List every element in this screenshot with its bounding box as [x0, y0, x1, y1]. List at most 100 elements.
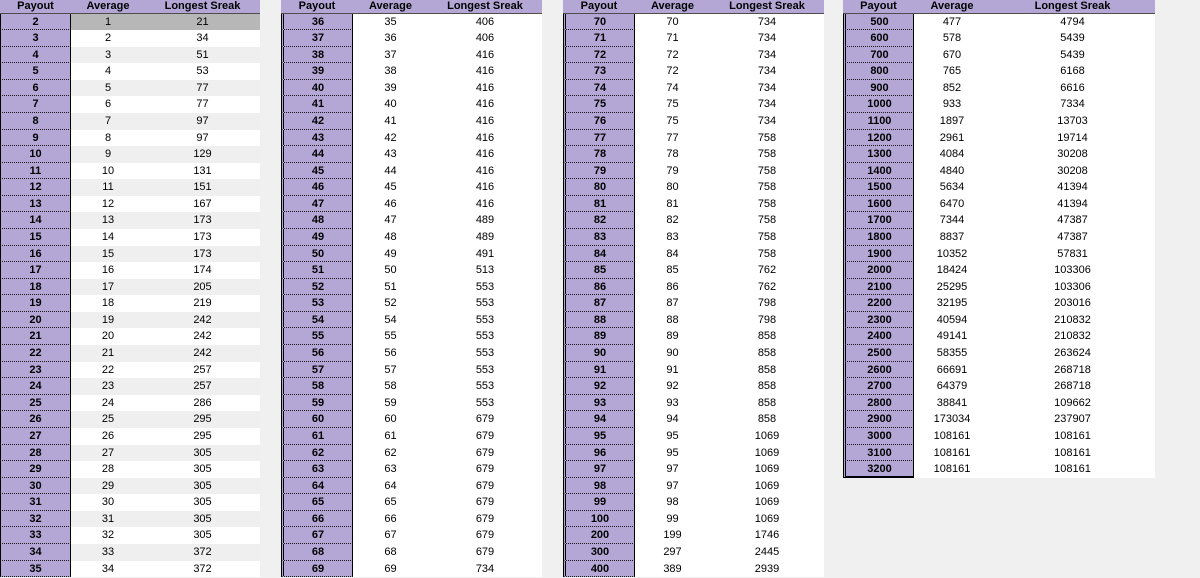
longest-streak-cell[interactable]: 19714	[1057, 131, 1088, 144]
payout-cell[interactable]: 2200	[843, 295, 914, 312]
payout-cell[interactable]: 73	[563, 63, 635, 80]
average-cell[interactable]: 98	[666, 496, 679, 509]
longest-streak-cell[interactable]: 1069	[754, 446, 780, 459]
average-cell[interactable]: 173034	[933, 413, 971, 426]
average-cell[interactable]: 89	[666, 330, 679, 343]
payout-cell[interactable]: 32	[0, 510, 71, 528]
longest-streak-cell[interactable]: 6616	[1060, 81, 1085, 94]
average-cell[interactable]: 92	[666, 380, 679, 393]
payout-cell[interactable]: 21	[0, 328, 71, 346]
longest-streak-cell[interactable]: 553	[475, 330, 495, 343]
longest-streak-cell[interactable]: 2445	[754, 546, 780, 558]
longest-streak-cell[interactable]: 1069	[754, 429, 780, 442]
longest-streak-cell[interactable]: 758	[757, 164, 777, 177]
payout-cell[interactable]: 70	[563, 13, 635, 31]
average-cell[interactable]: 94	[666, 413, 679, 426]
payout-cell[interactable]: 1700	[843, 212, 914, 230]
payout-cell[interactable]: 55	[281, 328, 353, 346]
longest-streak-cell[interactable]: 6168	[1060, 65, 1085, 78]
payout-cell[interactable]: 62	[281, 444, 353, 462]
average-cell[interactable]: 199	[663, 529, 682, 542]
payout-cell[interactable]: 2600	[843, 361, 914, 379]
average-cell[interactable]: 65	[384, 496, 397, 509]
average-cell[interactable]: 55	[384, 330, 397, 343]
payout-cell[interactable]: 28	[0, 444, 71, 462]
payout-cell[interactable]: 67	[281, 527, 353, 544]
longest-streak-cell[interactable]: 108161	[1054, 463, 1091, 476]
payout-cell[interactable]: 1300	[843, 146, 914, 163]
payout-cell[interactable]: 45	[281, 162, 353, 180]
payout-cell[interactable]: 85	[563, 262, 635, 279]
payout-cell[interactable]: 2000	[843, 262, 914, 279]
longest-streak-cell[interactable]: 758	[757, 131, 777, 144]
average-cell[interactable]: 58355	[936, 347, 968, 360]
longest-streak-cell[interactable]: 305	[193, 529, 212, 542]
payout-cell[interactable]: 39	[281, 63, 353, 80]
average-cell[interactable]: 43	[384, 148, 397, 161]
longest-streak-cell[interactable]: 13703	[1057, 114, 1088, 127]
longest-streak-cell[interactable]: 679	[475, 512, 495, 525]
longest-streak-cell[interactable]: 372	[193, 562, 212, 575]
longest-streak-cell[interactable]: 734	[475, 562, 495, 575]
longest-streak-cell[interactable]: 53	[196, 65, 209, 78]
average-cell[interactable]: 31	[101, 512, 115, 525]
longest-streak-cell[interactable]: 679	[475, 546, 495, 558]
longest-streak-cell[interactable]: 734	[757, 98, 777, 111]
longest-streak-cell[interactable]: 34	[196, 32, 209, 45]
longest-streak-cell[interactable]: 679	[475, 529, 495, 542]
payout-cell[interactable]: 2300	[843, 311, 914, 329]
longest-streak-cell[interactable]: 758	[757, 148, 777, 161]
average-cell[interactable]: 670	[942, 48, 962, 61]
average-cell[interactable]: 64	[384, 479, 397, 492]
average-cell[interactable]: 18424	[936, 264, 968, 277]
payout-cell[interactable]: 54	[281, 311, 353, 329]
payout-cell[interactable]: 36	[281, 13, 353, 31]
payout-cell[interactable]: 400	[563, 560, 635, 578]
average-cell[interactable]: 10	[101, 164, 115, 177]
payout-cell[interactable]: 300	[563, 544, 635, 561]
payout-cell[interactable]: 26	[0, 411, 71, 428]
payout-cell[interactable]: 31	[0, 494, 71, 511]
average-cell[interactable]: 86	[666, 280, 679, 293]
average-cell[interactable]: 4	[104, 65, 112, 78]
longest-streak-cell[interactable]: 173	[193, 247, 212, 260]
payout-cell[interactable]: 92	[563, 378, 635, 395]
average-cell[interactable]: 30	[101, 496, 115, 509]
average-cell[interactable]: 2961	[939, 131, 965, 144]
longest-streak-cell[interactable]: 57831	[1057, 247, 1088, 260]
average-cell[interactable]: 41	[384, 114, 397, 127]
average-cell[interactable]: 78	[666, 148, 679, 161]
longest-streak-cell[interactable]: 305	[193, 512, 212, 525]
longest-streak-cell[interactable]: 129	[193, 148, 212, 161]
payout-cell[interactable]: 69	[281, 560, 353, 578]
payout-cell[interactable]: 41	[281, 96, 353, 113]
longest-streak-cell[interactable]: 416	[475, 48, 495, 61]
payout-cell[interactable]: 58	[281, 378, 353, 395]
payout-cell[interactable]: 30	[0, 477, 71, 495]
longest-streak-cell[interactable]: 77	[196, 81, 209, 94]
payout-cell[interactable]: 59	[281, 394, 353, 412]
payout-cell[interactable]: 100	[563, 510, 635, 528]
average-cell[interactable]: 35	[384, 15, 397, 28]
longest-streak-cell[interactable]: 263624	[1054, 347, 1091, 360]
longest-streak-cell[interactable]: 858	[757, 396, 777, 409]
average-cell[interactable]: 297	[663, 546, 682, 558]
longest-streak-cell[interactable]: 305	[193, 479, 212, 492]
payout-cell[interactable]: 6	[0, 79, 71, 97]
payout-cell[interactable]: 84	[563, 245, 635, 263]
average-cell[interactable]: 578	[942, 32, 962, 45]
payout-cell[interactable]: 33	[0, 527, 71, 544]
longest-streak-cell[interactable]: 47387	[1057, 214, 1088, 227]
payout-cell[interactable]: 64	[281, 477, 353, 495]
longest-streak-cell[interactable]: 219	[193, 297, 212, 310]
longest-streak-cell[interactable]: 734	[757, 65, 777, 78]
average-cell[interactable]: 7344	[939, 214, 965, 227]
average-cell[interactable]: 37	[384, 48, 397, 61]
average-cell[interactable]: 70	[666, 15, 679, 28]
longest-streak-cell[interactable]: 858	[757, 413, 777, 426]
average-cell[interactable]: 33	[101, 546, 115, 558]
average-cell[interactable]: 14	[101, 231, 115, 244]
longest-streak-cell[interactable]: 416	[475, 197, 495, 210]
average-cell[interactable]: 72	[666, 48, 679, 61]
average-cell[interactable]: 97	[666, 479, 679, 492]
